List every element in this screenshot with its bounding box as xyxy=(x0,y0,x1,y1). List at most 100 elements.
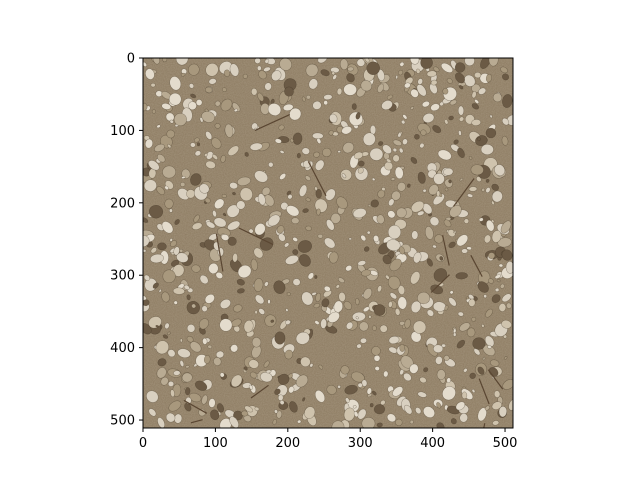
gravel-stone xyxy=(201,394,208,405)
gravel-stone xyxy=(422,113,435,123)
gravel-stone xyxy=(324,237,336,249)
gravel-stone xyxy=(426,258,433,267)
twig xyxy=(215,233,224,272)
gravel-stone xyxy=(378,141,384,146)
gravel-stone xyxy=(326,384,337,395)
gravel-stone xyxy=(502,379,513,390)
gravel-stone xyxy=(419,143,425,149)
gravel-stone xyxy=(284,242,290,248)
gravel-stone xyxy=(289,107,302,121)
gravel-stone xyxy=(208,78,217,85)
gravel-stone xyxy=(295,331,310,345)
gravel-stone xyxy=(301,147,310,155)
gravel-stone xyxy=(207,344,213,349)
gravel-stone xyxy=(295,374,309,388)
twig xyxy=(183,399,208,414)
gravel-stone xyxy=(169,208,173,213)
gravel-stone xyxy=(407,183,411,188)
gravel-stone xyxy=(279,150,285,154)
x-tick-label: 300 xyxy=(348,436,373,451)
gravel-stone xyxy=(377,189,385,199)
gravel-stone xyxy=(343,301,352,310)
gravel-stone xyxy=(205,63,219,77)
gravel-stone xyxy=(417,171,426,184)
gravel-stone xyxy=(468,186,478,192)
gravel-stone xyxy=(299,184,308,197)
gravel-stone xyxy=(250,258,258,271)
gravel-stone xyxy=(337,150,341,153)
gravel-stone xyxy=(351,103,357,110)
gravel-stone xyxy=(337,277,345,284)
gravel-stone xyxy=(379,324,388,333)
gravel-stone xyxy=(357,382,363,388)
gravel-stone xyxy=(173,113,187,126)
gravel-stone xyxy=(493,390,501,398)
gravel-stone xyxy=(249,371,258,379)
gravel-stone xyxy=(292,237,298,242)
gravel-stone xyxy=(204,197,211,204)
gravel-stone xyxy=(457,311,464,317)
gravel-stone xyxy=(305,225,312,231)
gravel-stone xyxy=(422,188,427,193)
gravel-stone xyxy=(329,113,338,124)
gravel-stone xyxy=(366,61,380,75)
gravel-stone xyxy=(296,152,301,159)
gravel-stone xyxy=(253,278,264,292)
gravel-stone xyxy=(292,132,303,145)
gravel-stone xyxy=(191,264,201,273)
gravel-stone xyxy=(498,263,504,268)
y-tick-label: 400 xyxy=(110,341,135,356)
gravel-stone xyxy=(443,219,452,228)
gravel-stone xyxy=(227,236,237,246)
gravel-stone xyxy=(491,190,503,203)
gravel-stone xyxy=(227,145,240,156)
gravel-stone xyxy=(480,58,491,69)
gravel-stone xyxy=(264,194,275,207)
gravel-stone xyxy=(397,296,408,310)
gravel-stone xyxy=(229,63,240,77)
gravel-stone xyxy=(164,198,174,209)
gravel-stone xyxy=(301,96,306,102)
gravel-stone xyxy=(291,217,300,225)
gravel-stone xyxy=(372,325,377,331)
gravel-stone xyxy=(248,384,253,390)
gravel-stone xyxy=(447,229,456,237)
gravel-stone xyxy=(352,405,357,409)
gravel-stone xyxy=(268,162,274,168)
twig xyxy=(430,274,450,293)
gravel-stone xyxy=(483,234,492,244)
gravel-stone xyxy=(398,69,404,76)
gravel-stone xyxy=(494,274,502,279)
gravel-stone xyxy=(366,230,371,235)
gravel-stone xyxy=(502,73,509,81)
gravel-stone xyxy=(498,405,508,418)
gravel-stone xyxy=(173,246,180,256)
gravel-stone xyxy=(150,82,156,88)
gravel-stone xyxy=(439,101,444,107)
gravel-stone xyxy=(191,222,203,230)
gravel-stone xyxy=(162,165,176,179)
gravel-stone xyxy=(258,308,266,315)
gravel-stone xyxy=(494,287,500,292)
gravel-stone xyxy=(485,73,492,83)
gravel-stone xyxy=(456,234,469,247)
x-tick-label: 400 xyxy=(420,436,445,451)
gravel-stone xyxy=(233,304,243,313)
gravel-stone xyxy=(239,187,253,202)
gravel-stone xyxy=(440,62,454,73)
gravel-stone xyxy=(201,305,208,312)
gravel-stone xyxy=(143,274,151,281)
gravel-stone xyxy=(297,240,312,253)
y-tick-label: 100 xyxy=(110,124,135,139)
gravel-stone xyxy=(466,246,472,251)
gravel-texture-image xyxy=(143,58,513,428)
gravel-stone xyxy=(248,359,259,369)
gravel-stone xyxy=(358,160,365,167)
gravel-stone xyxy=(448,297,457,307)
gravel-stone xyxy=(361,269,372,277)
gravel-stone xyxy=(404,82,411,89)
gravel-stone xyxy=(340,365,350,375)
gravel-stone xyxy=(374,366,380,371)
gravel-stone xyxy=(193,137,200,143)
